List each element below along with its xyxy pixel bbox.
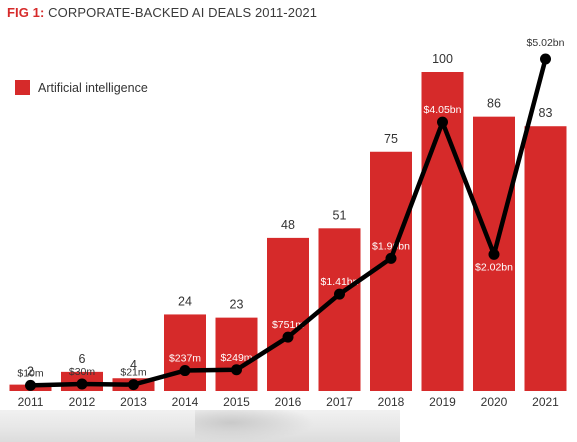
legend-swatch [15, 80, 30, 95]
bar-count-label-2020: 86 [487, 97, 501, 111]
x-tick-label-2015: 2015 [223, 395, 250, 409]
line-value-label-2015: $249m [220, 352, 252, 364]
bar-2014 [164, 314, 206, 391]
x-tick-label-2019: 2019 [429, 395, 456, 409]
x-tick-label-2012: 2012 [69, 395, 96, 409]
bar-count-label-2017: 51 [333, 208, 347, 222]
x-tick-label-2016: 2016 [275, 395, 302, 409]
line-point-2018 [385, 252, 397, 264]
line-point-2021 [540, 53, 551, 65]
bar-2017 [318, 228, 361, 391]
bar-count-label-2011: 2 [27, 365, 34, 379]
line-point-2020 [488, 248, 500, 260]
line-value-label-2021: $5.02bn [527, 37, 565, 49]
bar-count-label-2012: 6 [79, 352, 86, 366]
x-tick-label-2017: 2017 [326, 395, 353, 409]
bar-count-label-2019: 100 [432, 52, 453, 66]
bar-count-label-2015: 23 [230, 298, 244, 312]
line-value-label-2012: $30m [69, 366, 96, 378]
x-tick-label-2021: 2021 [532, 395, 559, 409]
bar-2015 [215, 317, 258, 391]
chart-plot: 2 6 4 24 23 48 51 75 100 86 83 $10m $30m $21m $237m $24… [9, 37, 567, 409]
line-value-label-2011: $10m [17, 367, 44, 379]
line-point-2014 [179, 365, 191, 377]
line-point-2016 [282, 331, 294, 343]
line-value-label-2018: $1.96bn [372, 240, 410, 252]
x-tick-label-2011: 2011 [18, 395, 44, 409]
bar-count-label-2016: 48 [281, 218, 295, 232]
bar-count-label-2018: 75 [384, 132, 398, 146]
x-tick-label-2013: 2013 [120, 395, 147, 409]
x-tick-label-2014: 2014 [172, 395, 199, 409]
bar-2018 [370, 151, 412, 391]
x-tick-label-2020: 2020 [481, 395, 508, 409]
line-point-2013 [128, 379, 139, 391]
figure-number: FIG 1: [7, 5, 45, 20]
background-photo-shading [195, 410, 315, 442]
line-point-2012 [76, 378, 88, 390]
line-point-2017 [334, 288, 345, 300]
bar-count-label-2014: 24 [178, 294, 192, 308]
line-value-label-2014: $237m [169, 353, 201, 365]
bar-2021 [524, 126, 567, 391]
line-point-2011 [25, 379, 36, 391]
bar-count-label-2013: 4 [130, 358, 137, 372]
chart-title: FIG 1: CORPORATE-BACKED AI DEALS 2011-20… [7, 5, 317, 20]
line-value-label-2013: $21m [120, 367, 147, 379]
legend: Artificial intelligence [15, 80, 148, 95]
legend-label: Artificial intelligence [38, 80, 148, 95]
bar-count-label-2021: 83 [539, 106, 553, 120]
figure-title-text: CORPORATE-BACKED AI DEALS 2011-2021 [48, 5, 318, 20]
bar-2016 [267, 237, 309, 391]
line-value-label-2020: $2.02bn [475, 261, 513, 273]
line-point-2019 [437, 116, 448, 128]
line-point-2015 [231, 364, 242, 376]
line-value-label-2019: $4.05bn [424, 104, 462, 116]
x-tick-label-2018: 2018 [378, 395, 405, 409]
